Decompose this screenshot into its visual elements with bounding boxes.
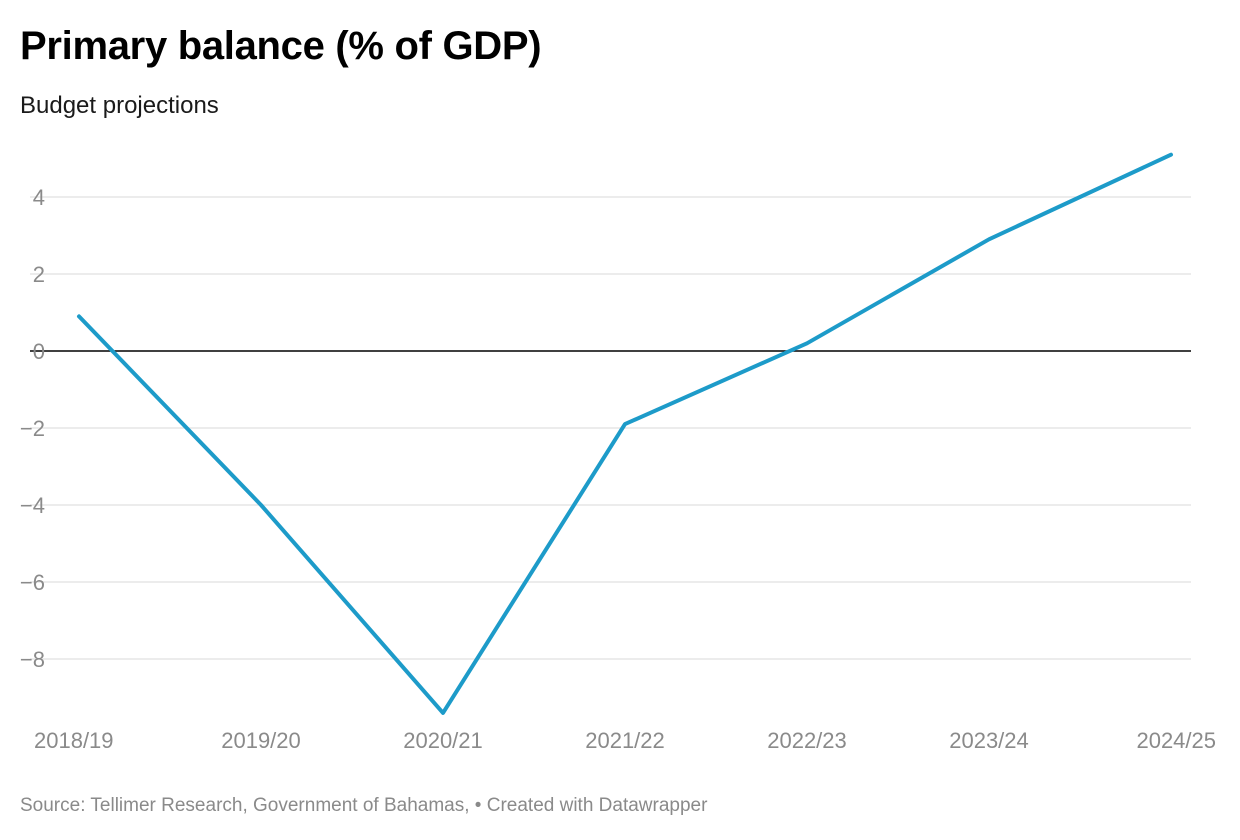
footer-separator: • [474,795,482,816]
y-tick-label: −6 [20,570,45,595]
x-tick-label: 2023/24 [949,728,1029,753]
x-tick-label: 2021/22 [585,728,665,753]
x-tick-label: 2018/19 [34,728,114,753]
x-axis-labels: 2018/19 2019/20 2020/21 2021/22 2022/23 2023/… [34,728,1216,753]
x-tick-label: 2022/23 [767,728,847,753]
source-note: Source: Tellimer Research, Government of… [20,795,470,816]
y-tick-label: −4 [20,493,45,518]
grid-layer [30,196,1191,660]
line-chart: 4 2 0 −2 −4 −6 −8 2018/19 2019/20 2020/21 2021/22… [20,152,1216,753]
x-tick-label: 2024/25 [1136,728,1216,753]
y-tick-label: 2 [33,262,45,287]
chart-footer: Source: Tellimer Research, Government of… [20,793,707,819]
chart-title: Primary balance (% of GDP) [20,24,542,68]
y-axis-labels: 4 2 0 −2 −4 −6 −8 [20,185,45,672]
chart-subtitle: Budget projections [20,92,219,119]
datawrapper-credit[interactable]: Created with Datawrapper [486,795,708,816]
y-tick-label: −2 [20,416,45,441]
series-line [77,152,1173,715]
y-tick-label: −8 [20,647,45,672]
series-layer [77,152,1173,715]
x-tick-label: 2020/21 [403,728,483,753]
y-tick-label: 4 [33,185,45,210]
y-tick-label: 0 [33,339,45,364]
x-tick-label: 2019/20 [221,728,301,753]
